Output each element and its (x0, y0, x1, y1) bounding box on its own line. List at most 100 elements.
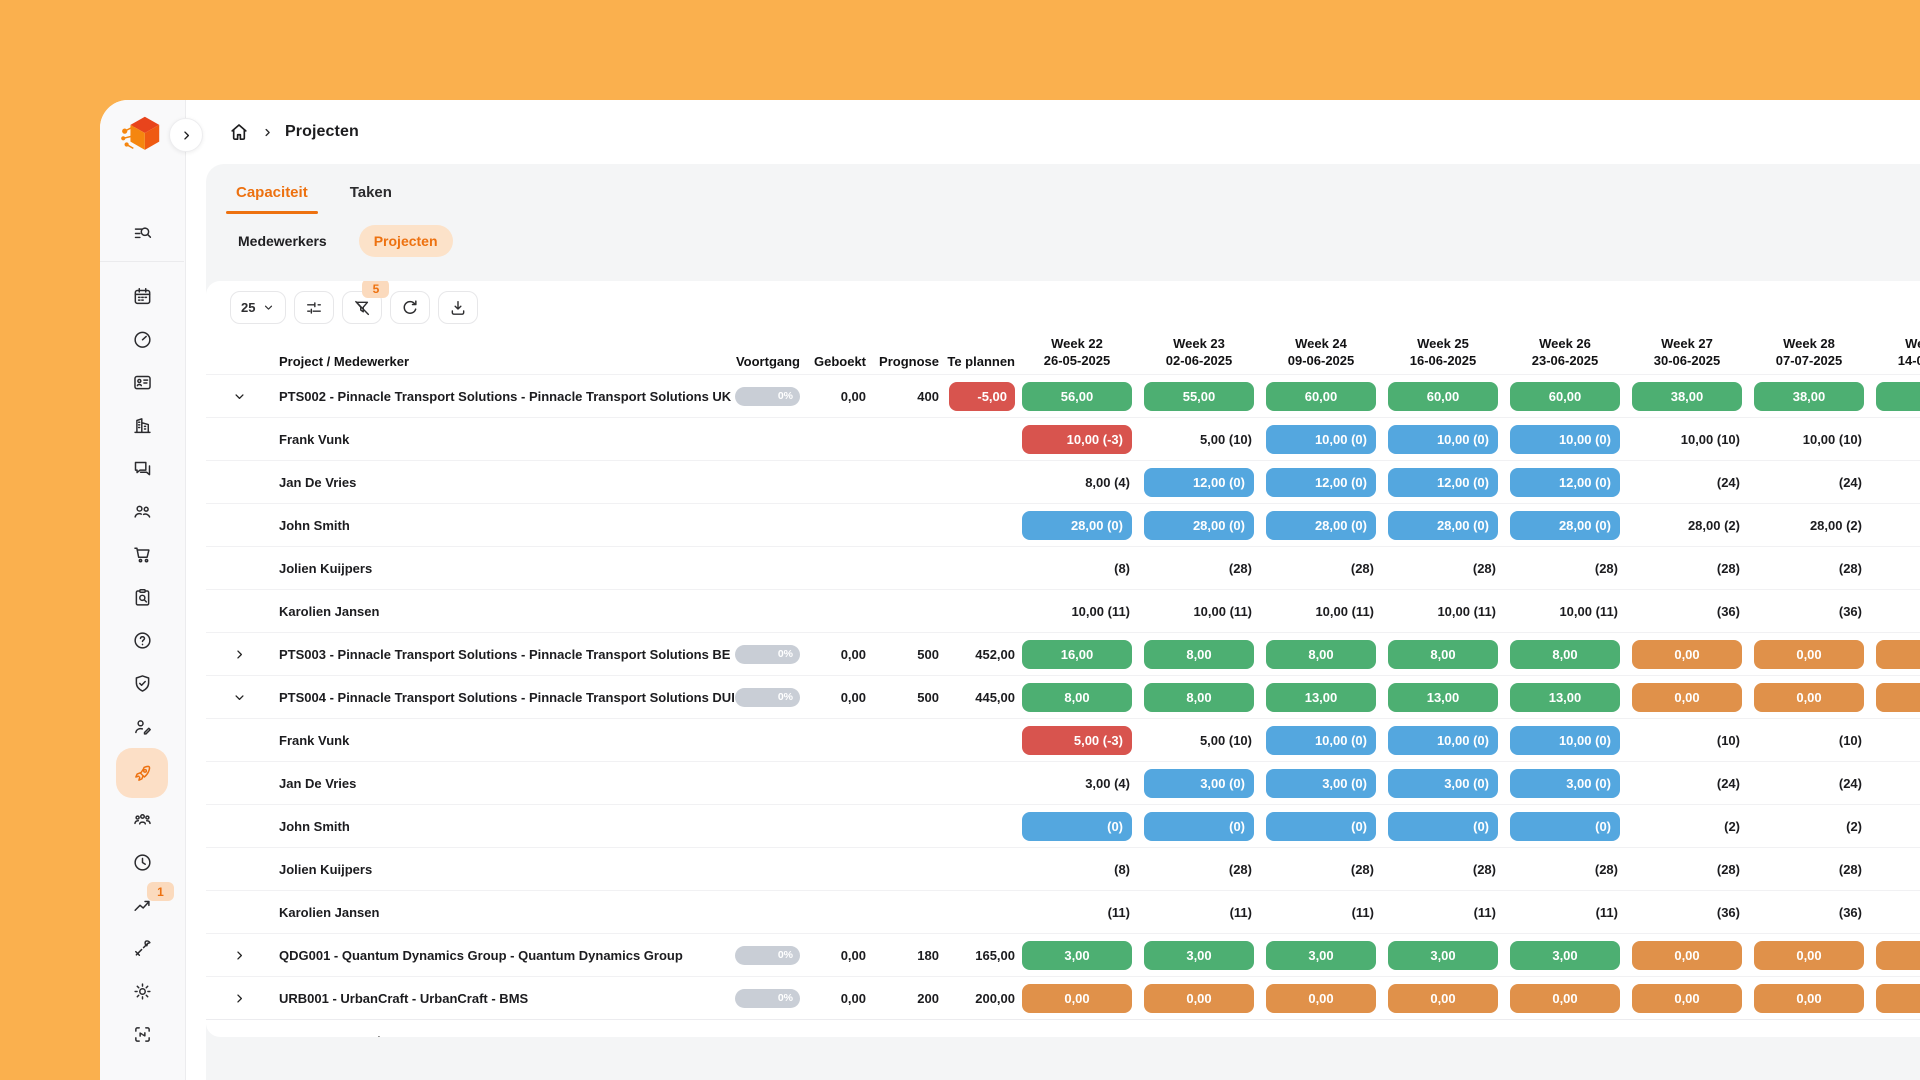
capacity-cell-week-5[interactable]: 60,00 (1510, 382, 1620, 411)
capacity-cell-week-5[interactable]: 3,00 (0) (1510, 769, 1620, 798)
capacity-cell-week-2[interactable]: 8,00 (1144, 640, 1254, 669)
capacity-cell-week-1[interactable]: 56,00 (1022, 382, 1132, 411)
capacity-cell-week-2[interactable]: 3,00 (0) (1144, 769, 1254, 798)
capacity-cell-week-3[interactable]: 12,00 (0) (1266, 468, 1376, 497)
capacity-cell-week-8[interactable] (1876, 640, 1920, 669)
capacity-cell-week-3[interactable]: 0,00 (1266, 984, 1376, 1013)
capacity-cell-week-3[interactable]: 10,00 (0) (1266, 425, 1376, 454)
capacity-cell-week-3[interactable]: 3,00 (0) (1266, 769, 1376, 798)
capacity-cell-week-4[interactable]: 0,00 (1388, 984, 1498, 1013)
sidebar-item-employees[interactable] (116, 705, 168, 748)
sidebar-item-orders[interactable] (116, 533, 168, 576)
sidebar-item-dashboard[interactable] (116, 318, 168, 361)
capacity-cell-week-4[interactable]: 3,00 (0) (1388, 769, 1498, 798)
capacity-cell-week-5[interactable]: 28,00 (0) (1510, 511, 1620, 540)
capacity-cell-week-6[interactable]: 38,00 (1632, 382, 1742, 411)
capacity-cell-week-7[interactable]: 0,00 (1754, 640, 1864, 669)
capacity-cell-week-5[interactable]: 0,00 (1510, 984, 1620, 1013)
sidebar-collapse-button[interactable] (169, 118, 203, 152)
capacity-cell-week-3[interactable]: 3,00 (1266, 941, 1376, 970)
capacity-cell-week-2[interactable]: (0) (1144, 812, 1254, 841)
subtab-medewerkers[interactable]: Medewerkers (236, 225, 329, 257)
sidebar-item-relations[interactable] (116, 490, 168, 533)
sidebar-item-reports[interactable]: 1 (116, 884, 168, 927)
tab-capaciteit[interactable]: Capaciteit (234, 184, 310, 214)
page-size-select[interactable]: 25 (230, 291, 286, 324)
capacity-cell-week-5[interactable]: 8,00 (1510, 640, 1620, 669)
sidebar-item-inspection[interactable] (116, 576, 168, 619)
capacity-cell-week-8[interactable] (1876, 941, 1920, 970)
capacity-cell-week-5[interactable]: 13,00 (1510, 683, 1620, 712)
capacity-cell-week-3[interactable]: 10,00 (0) (1266, 726, 1376, 755)
chevron-down-icon[interactable] (232, 389, 279, 404)
capacity-cell-week-4[interactable]: (0) (1388, 812, 1498, 841)
capacity-cell-week-2[interactable]: 3,00 (1144, 941, 1254, 970)
sidebar-item-time[interactable] (116, 841, 168, 884)
capacity-cell-week-1[interactable]: 5,00 (-3) (1022, 726, 1132, 755)
sidebar-item-id-card[interactable] (116, 361, 168, 404)
chevron-right-icon[interactable] (232, 647, 279, 662)
column-settings-button[interactable] (294, 291, 334, 324)
capacity-cell-week-3[interactable]: 28,00 (0) (1266, 511, 1376, 540)
chevron-right-icon[interactable] (232, 991, 279, 1006)
app-logo[interactable] (118, 110, 164, 163)
home-icon[interactable] (228, 121, 250, 143)
chevron-right-icon[interactable] (232, 948, 279, 963)
refresh-button[interactable] (390, 291, 430, 324)
capacity-cell-week-4[interactable]: 8,00 (1388, 640, 1498, 669)
sidebar-item-search[interactable] (116, 212, 168, 255)
capacity-cell-week-6[interactable]: 0,00 (1632, 941, 1742, 970)
sidebar-item-sync[interactable] (116, 1013, 168, 1056)
capacity-cell-week-2[interactable]: 55,00 (1144, 382, 1254, 411)
sidebar-item-teams[interactable] (116, 798, 168, 841)
capacity-cell-week-1[interactable]: 28,00 (0) (1022, 511, 1132, 540)
capacity-cell-week-3[interactable]: 60,00 (1266, 382, 1376, 411)
capacity-cell-week-4[interactable]: 3,00 (1388, 941, 1498, 970)
capacity-cell-week-1[interactable]: 3,00 (1022, 941, 1132, 970)
sidebar-item-help[interactable] (116, 619, 168, 662)
capacity-cell-week-6[interactable]: 0,00 (1632, 683, 1742, 712)
capacity-cell-week-7[interactable]: 0,00 (1754, 984, 1864, 1013)
capacity-cell-week-8[interactable] (1876, 984, 1920, 1013)
capacity-cell-week-1[interactable]: (0) (1022, 812, 1132, 841)
capacity-cell-week-6[interactable]: 0,00 (1632, 640, 1742, 669)
capacity-cell-week-4[interactable]: 12,00 (0) (1388, 468, 1498, 497)
capacity-cell-week-4[interactable]: 10,00 (0) (1388, 425, 1498, 454)
subtab-projecten[interactable]: Projecten (359, 225, 453, 257)
capacity-cell-week-3[interactable]: (0) (1266, 812, 1376, 841)
capacity-cell-week-5[interactable]: 10,00 (0) (1510, 425, 1620, 454)
sidebar-item-security[interactable] (116, 662, 168, 705)
capacity-cell-week-4[interactable]: 10,00 (0) (1388, 726, 1498, 755)
sidebar-item-projects[interactable] (116, 748, 168, 798)
capacity-cell-week-1[interactable]: 0,00 (1022, 984, 1132, 1013)
capacity-cell-week-2[interactable]: 0,00 (1144, 984, 1254, 1013)
sidebar-item-company[interactable] (116, 404, 168, 447)
tab-taken[interactable]: Taken (348, 184, 394, 214)
capacity-cell-week-8[interactable] (1876, 382, 1920, 411)
capacity-cell-week-3[interactable]: 13,00 (1266, 683, 1376, 712)
sidebar-item-settings[interactable] (116, 970, 168, 1013)
capacity-cell-week-1[interactable]: 10,00 (-3) (1022, 425, 1132, 454)
capacity-cell-week-5[interactable]: 3,00 (1510, 941, 1620, 970)
capacity-cell-week-7[interactable]: 0,00 (1754, 683, 1864, 712)
capacity-cell-week-5[interactable]: 12,00 (0) (1510, 468, 1620, 497)
sidebar-item-calendar[interactable] (116, 275, 168, 318)
capacity-cell-week-8[interactable] (1876, 683, 1920, 712)
capacity-cell-week-7[interactable]: 38,00 (1754, 382, 1864, 411)
capacity-cell-week-6[interactable]: 0,00 (1632, 984, 1742, 1013)
capacity-cell-week-2[interactable]: 8,00 (1144, 683, 1254, 712)
capacity-cell-week-5[interactable]: (0) (1510, 812, 1620, 841)
capacity-cell-week-1[interactable]: 16,00 (1022, 640, 1132, 669)
capacity-cell-week-5[interactable]: 10,00 (0) (1510, 726, 1620, 755)
capacity-cell-week-3[interactable]: 8,00 (1266, 640, 1376, 669)
capacity-cell-week-2[interactable]: 28,00 (0) (1144, 511, 1254, 540)
download-button[interactable] (438, 291, 478, 324)
chevron-down-icon[interactable] (232, 690, 279, 705)
capacity-cell-week-4[interactable]: 28,00 (0) (1388, 511, 1498, 540)
sidebar-item-tools[interactable] (116, 927, 168, 970)
capacity-cell-week-1[interactable]: 8,00 (1022, 683, 1132, 712)
capacity-cell-week-7[interactable]: 0,00 (1754, 941, 1864, 970)
capacity-cell-week-4[interactable]: 60,00 (1388, 382, 1498, 411)
capacity-cell-week-4[interactable]: 13,00 (1388, 683, 1498, 712)
sidebar-item-messages[interactable] (116, 447, 168, 490)
